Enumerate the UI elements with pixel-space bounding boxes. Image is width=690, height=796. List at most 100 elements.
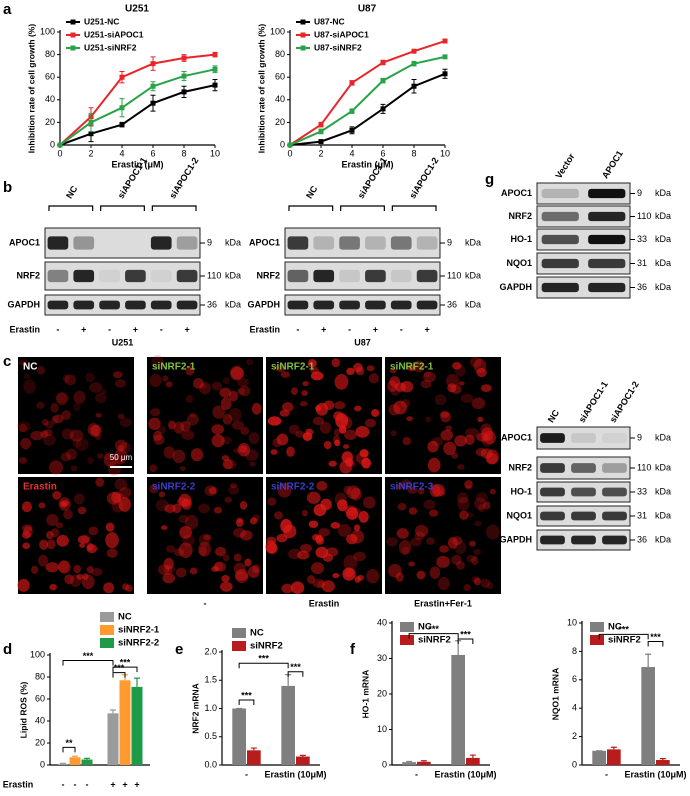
error-bar <box>250 747 257 751</box>
cell <box>229 365 244 381</box>
cell <box>396 528 409 539</box>
y-axis-label: Inhibition rate of cell growth (%) <box>26 24 36 154</box>
bar <box>466 757 480 765</box>
cell <box>70 465 78 472</box>
blot-band <box>313 236 335 250</box>
cell <box>149 373 162 387</box>
blot-marker: 110 <box>447 270 461 280</box>
blot-column-label: siAPOC1-2 <box>167 156 200 201</box>
cell <box>402 436 412 446</box>
cell <box>316 480 328 491</box>
blot-band <box>176 300 198 310</box>
cell <box>163 446 175 459</box>
blot-band <box>540 511 565 521</box>
cell <box>172 449 186 464</box>
x-tick-label: 10 <box>440 148 450 158</box>
y-tick-label: 1.0 <box>204 703 217 713</box>
cell <box>107 460 122 476</box>
cell <box>220 397 232 410</box>
cell <box>179 525 193 539</box>
cell <box>237 442 251 457</box>
cell <box>224 459 237 470</box>
cell <box>390 430 397 437</box>
cell <box>471 556 479 565</box>
cell <box>211 424 224 435</box>
cell <box>208 487 217 495</box>
cell <box>55 522 64 529</box>
cell <box>306 491 321 504</box>
y-tick-label: 40 <box>45 94 55 104</box>
blot-marker: 9 <box>447 237 452 247</box>
micrograph-cells <box>267 358 380 474</box>
blot-band <box>416 269 438 283</box>
x-tick-label: - <box>415 769 418 779</box>
cell <box>40 430 49 438</box>
cell <box>474 497 487 510</box>
cell <box>346 507 359 520</box>
blot-bracket <box>288 205 334 211</box>
cell <box>335 413 349 429</box>
cell <box>439 545 449 553</box>
bar <box>247 750 261 765</box>
cell <box>337 524 352 537</box>
cell <box>163 564 173 575</box>
y-tick-label: 0 <box>40 759 45 769</box>
blot-marker: 36 <box>637 282 647 292</box>
micrograph-cells <box>148 354 262 473</box>
cell <box>38 502 46 509</box>
blot-band <box>73 236 95 250</box>
cell <box>486 582 494 590</box>
bar <box>281 685 295 765</box>
bar <box>69 757 81 765</box>
cell <box>114 478 128 491</box>
blot-row-label: APOC1 <box>9 237 40 247</box>
blot-band <box>339 300 360 310</box>
cell <box>283 524 297 539</box>
bar <box>417 761 431 765</box>
blot-band <box>540 463 565 473</box>
cell <box>350 487 362 501</box>
treatment-sign: + <box>133 324 138 334</box>
cell <box>475 448 487 457</box>
blot-row-label: GAPDH <box>499 282 532 292</box>
blot-strip <box>284 261 441 291</box>
x-tick-label: - <box>605 769 608 779</box>
blot-band <box>287 300 309 310</box>
cell <box>459 510 469 520</box>
cell <box>233 562 247 575</box>
panel-label: e <box>175 641 183 658</box>
cell <box>307 575 316 584</box>
micrograph-label: siNRF2-2 <box>152 482 196 493</box>
blot-row-label: NRF2 <box>16 270 40 280</box>
cell <box>480 384 492 393</box>
cell <box>432 483 445 497</box>
legend-label: U251-siNRF2 <box>84 42 137 52</box>
point <box>442 38 448 44</box>
cell <box>49 583 57 591</box>
x-tick-label: - <box>86 779 89 789</box>
cell <box>334 401 346 410</box>
cell <box>463 583 471 592</box>
blot-marker: 33 <box>637 234 647 244</box>
cell <box>122 583 129 591</box>
blot-unit: kDa <box>655 211 671 221</box>
cell <box>165 545 176 553</box>
cell <box>19 423 28 433</box>
cell <box>73 493 85 505</box>
legend-swatch <box>100 612 114 622</box>
cell <box>353 405 362 412</box>
y-axis-label: Lipid ROS (%) <box>18 682 28 739</box>
cell <box>221 575 230 583</box>
cell <box>362 496 376 509</box>
cell <box>77 506 87 515</box>
cell <box>389 376 400 388</box>
blot-row-label: GAPDH <box>7 299 40 309</box>
cell <box>480 448 493 459</box>
cell <box>46 514 59 527</box>
legend-label: NC <box>608 622 622 633</box>
cell <box>447 537 458 549</box>
blot-band <box>313 300 335 310</box>
cell <box>86 565 94 574</box>
legend-marker <box>300 45 306 51</box>
cell <box>332 573 340 579</box>
